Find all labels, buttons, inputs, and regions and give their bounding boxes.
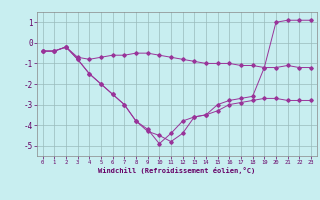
X-axis label: Windchill (Refroidissement éolien,°C): Windchill (Refroidissement éolien,°C) — [98, 167, 255, 174]
